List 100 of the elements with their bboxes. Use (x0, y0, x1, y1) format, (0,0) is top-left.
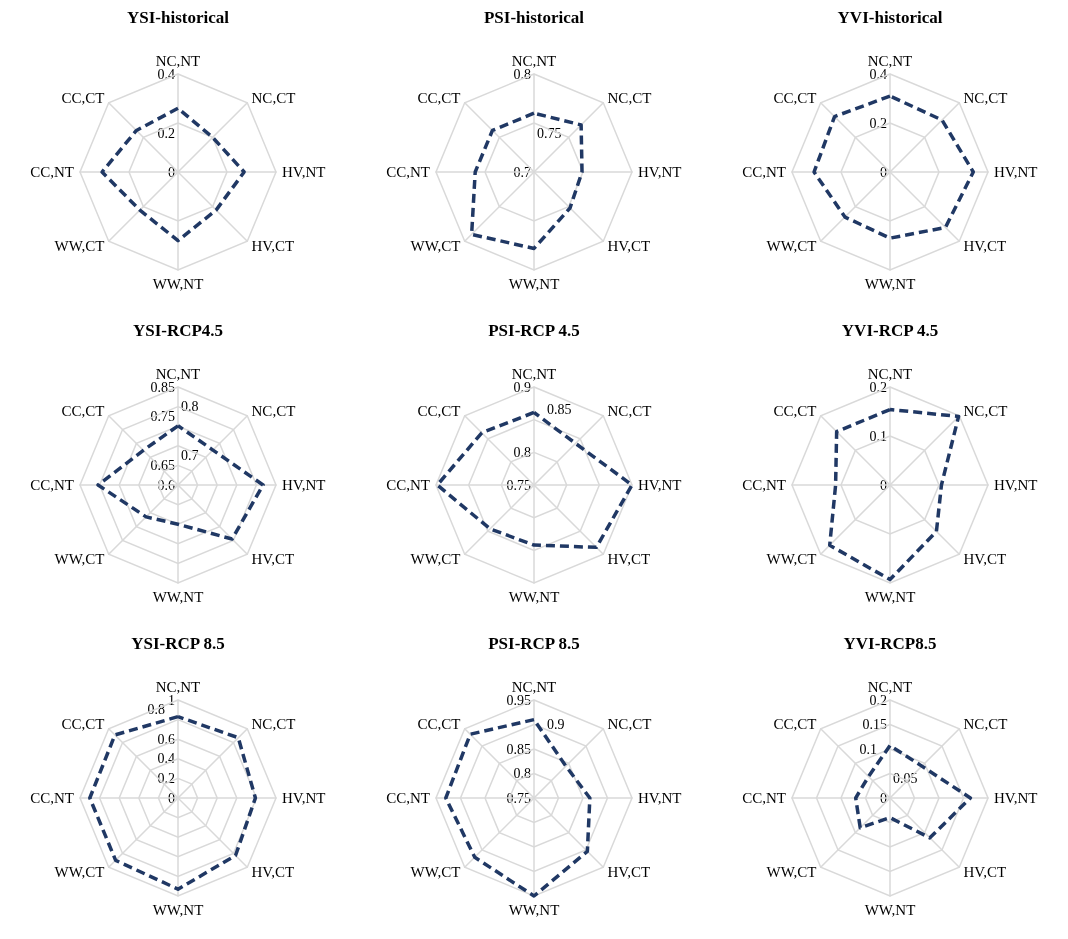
spoke-label: HV,CT (607, 863, 651, 880)
chart-title: YVI-historical (837, 8, 943, 27)
spoke-label: HV,CT (963, 863, 1007, 880)
y-tick-label: 0.95 (506, 692, 531, 708)
y-tick-label: 0.2 (869, 692, 887, 708)
spoke-label: CC,NT (386, 164, 430, 180)
spoke-label: CC,CT (773, 90, 817, 107)
y-tick-label: 0.8 (513, 444, 531, 460)
y-tick-label: 0.2 (157, 125, 175, 141)
spoke-label: WW,NT (864, 588, 916, 605)
y-tick-label: 0.8 (513, 766, 531, 781)
spoke-label: WW,CT (766, 550, 817, 567)
chart-title: YSI-historical (127, 8, 230, 27)
spoke-label: NC,NT (155, 365, 201, 382)
spoke-label: CC,CT (61, 90, 105, 107)
spoke-label: NC,CT (963, 716, 1008, 733)
chart-title: PSI-RCP 8.5 (488, 634, 580, 653)
y-tick-label: 0.8 (513, 66, 531, 82)
spoke-label: WW,CT (54, 550, 105, 567)
spoke-label: HV,CT (607, 550, 651, 567)
y-tick-label: 0.7 (181, 448, 199, 464)
spoke-label: HV,NT (994, 164, 1038, 180)
spoke-label: WW,CT (54, 863, 105, 880)
y-tick-label: 0 (880, 790, 887, 806)
spoke-label: CC,NT (742, 790, 786, 806)
y-tick-label: 0 (880, 164, 887, 180)
spoke-label: CC,NT (742, 164, 786, 180)
spoke-label: NC,CT (963, 403, 1008, 420)
y-tick-label: 0 (880, 477, 887, 493)
spoke-label: HV,CT (251, 550, 295, 567)
y-tick-label: 0.4 (157, 751, 175, 767)
spoke-label: NC,CT (607, 90, 652, 107)
spoke-label: HV,CT (251, 237, 295, 254)
spoke-label: WW,CT (766, 863, 817, 880)
y-tick-label: 0 (168, 790, 175, 806)
y-tick-label: 0.8 (147, 702, 165, 718)
y-tick-label: 0.8 (181, 399, 199, 415)
spoke-label: NC,CT (607, 403, 652, 420)
spoke-label: WW,NT (508, 901, 560, 918)
spoke-label: WW,NT (864, 275, 916, 292)
spoke-label: NC,NT (511, 52, 557, 69)
y-tick-label: 0.15 (862, 717, 887, 732)
spoke-label: HV,CT (963, 550, 1007, 567)
spoke-label: NC,NT (511, 365, 557, 382)
y-tick-label: 0.75 (506, 477, 531, 493)
spoke-label: WW,NT (152, 275, 204, 292)
spoke-label: HV,NT (638, 164, 682, 180)
spoke-label: WW,NT (864, 901, 916, 918)
y-tick-label: 0.85 (547, 402, 572, 418)
spoke-label: HV,NT (282, 790, 326, 806)
y-tick-label: 0.7 (513, 164, 531, 180)
spoke-label: CC,CT (61, 716, 105, 733)
y-tick-label: 0.4 (869, 66, 887, 82)
y-tick-label: 0.2 (869, 115, 887, 131)
spoke-label: NC,CT (607, 716, 652, 733)
spoke-label: WW,NT (508, 588, 560, 605)
spoke-label: NC,NT (867, 365, 913, 382)
spoke-label: WW,CT (410, 237, 461, 254)
chart-title: PSI-historical (483, 8, 585, 27)
spoke-label: WW,NT (508, 275, 560, 292)
spoke-label: NC,NT (155, 678, 201, 695)
spoke-label: CC,CT (417, 716, 461, 733)
spoke-label: NC,NT (867, 678, 913, 695)
spoke-label: CC,CT (61, 403, 105, 420)
spoke-label: HV,NT (282, 477, 326, 493)
spoke-label: HV,NT (994, 790, 1038, 806)
spoke-label: HV,NT (994, 477, 1038, 493)
spoke-label: CC,NT (30, 164, 74, 180)
y-tick-label: 0.9 (547, 717, 565, 732)
spoke-label: NC,NT (155, 52, 201, 69)
spoke-label: CC,CT (417, 403, 461, 420)
spoke-label: CC,CT (417, 90, 461, 107)
y-tick-label: 0.1 (859, 741, 877, 757)
y-tick-label: 0.85 (506, 741, 531, 757)
spoke-label: CC,NT (386, 790, 430, 806)
spoke-label: NC,CT (963, 90, 1008, 107)
y-tick-label: 0.75 (506, 790, 531, 806)
chart-title: YSI-RCP 8.5 (131, 634, 225, 653)
spoke-label: WW,NT (152, 588, 204, 605)
y-tick-label: 0.2 (157, 770, 175, 786)
spoke-label: HV,CT (251, 863, 295, 880)
spoke-label: WW,NT (152, 901, 204, 918)
spoke-label: CC,CT (773, 716, 817, 733)
spoke-label: HV,NT (638, 477, 682, 493)
spoke-label: WW,CT (766, 237, 817, 254)
y-tick-label: 0.6 (157, 731, 175, 747)
chart-title: YSI-RCP4.5 (132, 321, 224, 340)
spoke-label: HV,CT (607, 237, 651, 254)
spoke-label: HV,NT (282, 164, 326, 180)
spoke-label: CC,NT (742, 477, 786, 493)
spoke-label: HV,NT (638, 790, 682, 806)
y-tick-label: 0.85 (150, 379, 175, 395)
y-tick-label: 0.9 (513, 379, 531, 395)
chart-title: PSI-RCP 4.5 (488, 321, 580, 340)
spoke-label: WW,CT (410, 550, 461, 567)
spoke-label: CC,NT (386, 477, 430, 493)
spoke-label: NC,CT (251, 90, 296, 107)
y-tick-label: 0 (168, 164, 175, 180)
y-tick-label: 0.2 (869, 379, 887, 395)
y-tick-label: 0.4 (157, 66, 175, 82)
